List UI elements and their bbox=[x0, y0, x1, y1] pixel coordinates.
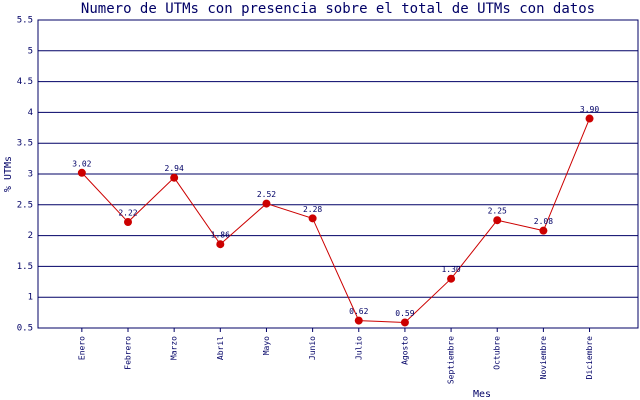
data-point bbox=[354, 316, 363, 325]
y-tick-label: 1 bbox=[28, 293, 33, 303]
y-tick-label: 5.5 bbox=[17, 16, 33, 26]
x-tick-label: Marzo bbox=[170, 336, 179, 360]
data-label: 2.52 bbox=[257, 190, 276, 199]
y-tick-label: 4.5 bbox=[17, 77, 33, 87]
x-tick-label: Enero bbox=[77, 336, 86, 360]
data-label: 2.28 bbox=[303, 205, 322, 214]
data-label: 2.94 bbox=[165, 164, 184, 173]
data-point bbox=[585, 114, 594, 123]
data-point bbox=[308, 214, 317, 223]
x-axis-label: Mes bbox=[473, 389, 491, 400]
x-tick-label: Septiembre bbox=[447, 336, 456, 384]
data-point bbox=[124, 218, 132, 227]
data-label: 1.86 bbox=[211, 231, 230, 240]
chart-title: Numero de UTMs con presencia sobre el to… bbox=[81, 1, 595, 17]
data-point bbox=[493, 216, 502, 225]
data-label: 2.22 bbox=[118, 209, 137, 218]
y-tick-label: 2.5 bbox=[17, 200, 33, 210]
x-tick-label: Agosto bbox=[400, 336, 409, 365]
x-tick-label: Noviembre bbox=[539, 336, 548, 380]
data-point bbox=[170, 173, 179, 182]
y-tick-label: 0.5 bbox=[17, 324, 33, 334]
data-point bbox=[400, 318, 409, 327]
data-point bbox=[216, 240, 225, 249]
y-axis-label: % UTMs bbox=[3, 156, 14, 192]
data-label: 3.90 bbox=[580, 105, 599, 114]
y-tick-label: 3.5 bbox=[17, 139, 33, 149]
x-tick-label: Diciembre bbox=[585, 336, 594, 380]
x-tick-label: Mayo bbox=[262, 336, 271, 355]
data-point bbox=[77, 168, 86, 177]
y-tick-label: 5 bbox=[28, 46, 33, 56]
data-point bbox=[447, 274, 456, 283]
x-tick-label: Octubre bbox=[493, 336, 502, 370]
x-tick-label: Julio bbox=[354, 336, 363, 360]
data-label: 1.30 bbox=[441, 265, 460, 274]
y-tick-label: 1.5 bbox=[17, 262, 33, 272]
x-tick-label: Abril bbox=[216, 336, 225, 360]
data-label: 0.62 bbox=[349, 307, 368, 316]
data-label: 2.25 bbox=[488, 207, 507, 216]
y-tick-label: 4 bbox=[28, 108, 33, 118]
data-point bbox=[539, 226, 548, 235]
data-line bbox=[81, 118, 591, 323]
x-tick-label: Febrero bbox=[124, 336, 133, 370]
data-label: 2.08 bbox=[534, 217, 553, 226]
x-tick-label: Junio bbox=[308, 336, 317, 360]
data-label: 0.59 bbox=[395, 309, 414, 318]
y-tick-label: 3 bbox=[28, 170, 33, 180]
data-label: 3.02 bbox=[72, 159, 91, 168]
data-point bbox=[262, 199, 271, 208]
y-tick-label: 2 bbox=[28, 231, 33, 241]
